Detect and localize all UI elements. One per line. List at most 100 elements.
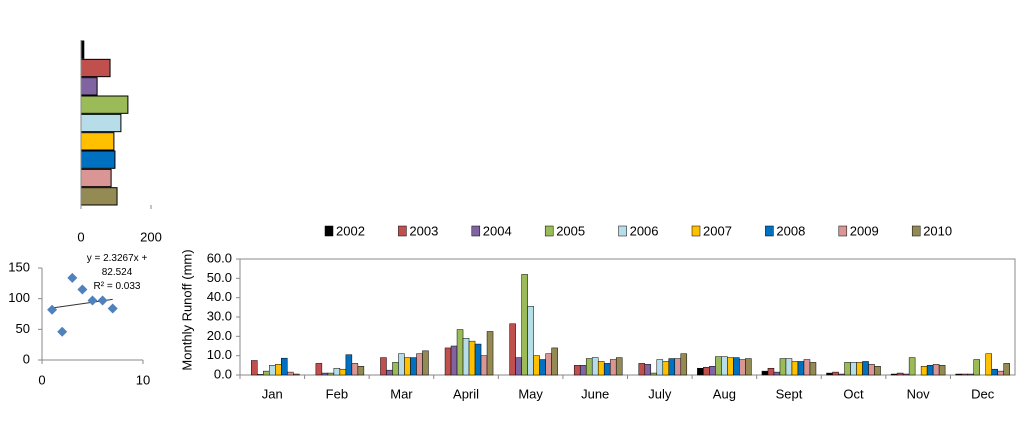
bar xyxy=(838,373,845,376)
bar xyxy=(468,340,476,376)
bar xyxy=(997,370,1004,376)
legend-swatch xyxy=(691,225,701,237)
bar xyxy=(551,347,558,376)
bar xyxy=(263,370,270,376)
bar xyxy=(797,361,805,376)
bar xyxy=(80,187,118,206)
bar xyxy=(474,343,482,376)
bar xyxy=(509,323,516,376)
bar xyxy=(539,359,546,376)
bar xyxy=(938,365,946,376)
bar xyxy=(80,132,115,151)
point xyxy=(57,326,68,337)
bar xyxy=(486,331,494,376)
bar xyxy=(727,357,734,376)
bar xyxy=(680,353,688,376)
point xyxy=(97,295,108,306)
bar xyxy=(902,373,910,376)
annotations: y = 2.3267x + 82.524 R² = 0.033 xyxy=(80,252,154,294)
bar xyxy=(327,372,335,376)
legend-label: 2002 xyxy=(336,223,365,238)
bar xyxy=(380,357,387,376)
bar xyxy=(609,359,617,376)
bar xyxy=(868,364,875,376)
y-tick-label: 50.0 xyxy=(207,270,232,285)
bar xyxy=(321,372,329,376)
point xyxy=(107,303,118,314)
bar xyxy=(269,365,276,376)
bar xyxy=(480,355,488,376)
bar xyxy=(293,373,300,376)
bar xyxy=(333,367,341,376)
bar xyxy=(703,367,710,376)
bar xyxy=(339,368,347,376)
bar xyxy=(662,361,670,376)
x-tick-label: April xyxy=(453,386,479,401)
legend-swatch xyxy=(471,225,481,237)
bar xyxy=(398,353,405,376)
bar xyxy=(80,77,98,96)
bar xyxy=(650,372,658,376)
bar xyxy=(832,371,839,376)
y-tick-label: 150 xyxy=(8,259,30,274)
bar xyxy=(410,357,417,376)
bar xyxy=(697,367,704,376)
bar xyxy=(80,168,112,188)
bar xyxy=(603,363,611,376)
legend-swatch xyxy=(765,225,774,237)
bar xyxy=(533,355,540,376)
x-tick-label: Aug xyxy=(713,386,736,401)
bar xyxy=(545,353,552,376)
x-tick-label: Dec xyxy=(971,386,995,401)
bar xyxy=(527,306,534,376)
bar xyxy=(955,373,962,376)
bar xyxy=(715,356,722,376)
legend-label: 2003 xyxy=(409,223,438,238)
bar xyxy=(920,366,928,376)
y-tick-label: 30.0 xyxy=(207,308,232,323)
bar xyxy=(386,369,393,376)
x-tick-label: 10 xyxy=(136,372,150,387)
legend-label: 2008 xyxy=(776,223,805,238)
bar xyxy=(733,357,740,376)
bar xyxy=(862,361,869,376)
bar xyxy=(668,358,676,376)
bar xyxy=(809,362,817,376)
bar xyxy=(615,357,623,376)
legend-swatch xyxy=(618,225,627,237)
legend-label: 2009 xyxy=(850,223,879,238)
bar xyxy=(597,361,605,376)
y-tick-label: 100 xyxy=(8,290,30,305)
bar xyxy=(761,370,769,376)
bar xyxy=(674,358,682,376)
x-tick-label: Sept xyxy=(776,386,803,401)
bar xyxy=(404,357,411,376)
bar xyxy=(967,373,974,376)
plot-frame xyxy=(239,258,1016,376)
bar xyxy=(1003,363,1010,376)
bar xyxy=(779,358,787,376)
bar xyxy=(585,358,593,376)
bar xyxy=(345,354,353,376)
bar xyxy=(644,364,652,376)
bar xyxy=(745,358,752,376)
legend-label: 2005 xyxy=(556,223,585,238)
bar xyxy=(275,364,282,376)
legend-label: 2010 xyxy=(923,223,952,238)
bar xyxy=(392,362,399,376)
y-tick-label: 0.0 xyxy=(214,366,232,381)
bar xyxy=(985,353,992,376)
bar xyxy=(573,365,581,376)
bar xyxy=(591,357,599,376)
bar xyxy=(80,113,122,133)
x-tick-label: Oct xyxy=(843,386,864,401)
x-tick-label: June xyxy=(581,386,609,401)
legend-swatch xyxy=(838,225,848,237)
bar xyxy=(926,365,934,376)
bar xyxy=(462,338,470,376)
point xyxy=(77,284,88,295)
x-tick-label: July xyxy=(648,386,672,401)
x-tick-label: Mar xyxy=(390,386,413,401)
